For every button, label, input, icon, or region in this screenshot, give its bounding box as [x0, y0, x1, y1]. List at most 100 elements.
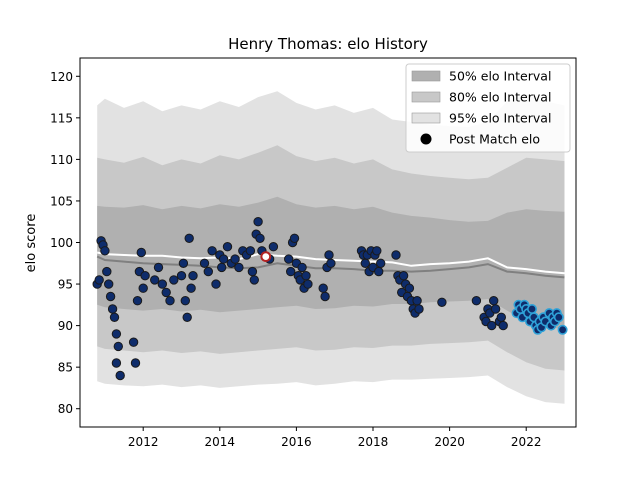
post-match-point	[115, 370, 125, 381]
x-tick-label: 2020	[434, 435, 465, 449]
legend-swatch	[411, 91, 441, 103]
legend: 50% elo Interval 80% elo Interval 95% elo …	[405, 63, 571, 153]
post-match-point	[249, 275, 260, 285]
post-match-point	[138, 283, 148, 293]
legend-swatch	[411, 70, 441, 82]
post-match-point	[161, 287, 171, 298]
post-match-point	[320, 291, 330, 302]
post-match-point	[303, 279, 313, 289]
post-match-point	[176, 271, 187, 281]
post-match-point	[184, 233, 194, 244]
post-match-point	[107, 304, 118, 314]
post-match-point-recent	[526, 303, 537, 314]
post-match-point	[391, 250, 401, 260]
post-match-point	[153, 262, 164, 273]
post-match-point	[102, 266, 112, 277]
legend-label: 95% elo Interval	[449, 111, 551, 126]
post-match-point	[496, 312, 506, 322]
post-match-point	[301, 271, 311, 281]
post-match-point	[490, 304, 501, 314]
post-match-point	[203, 266, 214, 277]
post-match-point	[284, 254, 294, 264]
post-match-point	[253, 217, 263, 227]
post-match-point	[136, 247, 147, 258]
post-match-point	[489, 296, 499, 306]
post-match-point	[376, 258, 386, 268]
post-match-point	[412, 296, 422, 306]
post-match-point-recent	[553, 312, 564, 323]
post-match-point	[207, 246, 217, 256]
post-match-point	[297, 262, 307, 273]
post-match-point	[186, 283, 196, 293]
post-match-point	[404, 283, 415, 293]
post-match-point	[113, 341, 124, 352]
post-match-point	[217, 262, 227, 273]
post-match-point	[324, 250, 334, 260]
post-match-point	[234, 262, 244, 273]
post-match-point	[286, 266, 296, 277]
legend-swatch	[411, 112, 441, 124]
highlighted-match-point	[260, 251, 272, 263]
post-match-point	[437, 297, 447, 307]
post-match-point	[132, 296, 143, 306]
mean-elo-line	[96, 251, 565, 275]
y-tick-label: 115	[50, 111, 73, 125]
post-match-point	[247, 266, 258, 277]
post-match-point	[178, 258, 189, 268]
post-match-point	[180, 296, 191, 306]
legend-label: Post Match elo	[449, 132, 540, 147]
legend-marker	[420, 133, 432, 145]
post-match-point	[289, 233, 300, 244]
post-match-point	[157, 279, 168, 289]
x-tick-label: 2016	[281, 435, 312, 449]
post-match-point	[105, 291, 116, 302]
post-match-point	[374, 266, 384, 277]
x-tick-label: 2022	[511, 435, 542, 449]
x-tick-label: 2018	[358, 435, 389, 449]
post-match-point	[104, 279, 114, 289]
post-match-point	[182, 312, 192, 322]
post-match-point	[318, 283, 328, 293]
post-match-point	[188, 271, 198, 281]
post-match-point	[140, 271, 150, 281]
post-match-point	[360, 258, 370, 268]
post-match-point	[245, 246, 256, 256]
post-match-point	[111, 358, 122, 368]
post-match-point	[230, 254, 240, 264]
post-match-point	[130, 358, 141, 368]
post-match-point	[150, 275, 160, 285]
chart-title: Henry Thomas: elo History	[228, 35, 428, 53]
legend-frame	[405, 63, 571, 153]
post-match-point	[165, 296, 175, 306]
y-tick-label: 105	[50, 194, 73, 208]
y-tick-label: 80	[58, 402, 73, 416]
legend-label: 80% elo Interval	[449, 90, 551, 105]
post-match-point	[128, 337, 139, 347]
post-match-point	[109, 312, 120, 322]
y-tick-label: 120	[50, 70, 73, 84]
post-match-point	[218, 254, 229, 264]
y-tick-label: 90	[58, 319, 73, 333]
y-tick-label: 100	[50, 236, 73, 250]
post-match-point	[498, 320, 508, 331]
y-tick-label: 95	[58, 278, 73, 292]
legend-label: 50% elo Interval	[449, 69, 551, 84]
post-match-point	[372, 246, 382, 256]
post-match-point	[199, 258, 210, 268]
x-tick-label: 2012	[128, 435, 159, 449]
post-match-point	[169, 275, 179, 285]
x-tick-label: 2014	[205, 435, 236, 449]
y-tick-label: 110	[50, 153, 73, 167]
y-tick-label: 85	[58, 361, 73, 375]
post-match-point	[268, 242, 279, 252]
post-match-point	[94, 275, 104, 285]
post-match-point	[471, 296, 482, 306]
post-match-point-recent	[557, 324, 568, 335]
post-match-point	[100, 246, 110, 256]
post-match-point	[255, 233, 265, 244]
post-match-point	[211, 279, 221, 289]
post-match-point	[487, 320, 497, 331]
post-match-point	[326, 258, 336, 268]
post-match-point	[222, 242, 233, 252]
